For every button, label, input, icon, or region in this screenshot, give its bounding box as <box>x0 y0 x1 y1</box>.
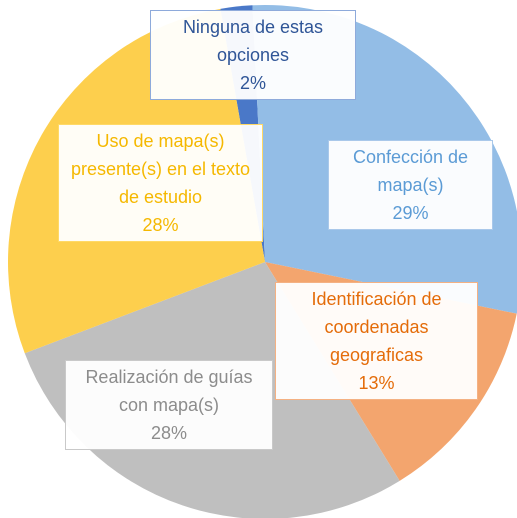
category-label: Realización de guías con mapa(s) <box>85 367 253 415</box>
value-label: 29% <box>392 203 429 223</box>
category-label: Identificación de coordenadas geografica… <box>311 289 442 365</box>
data-label: Uso de mapa(s) presente(s) en el texto d… <box>58 124 263 242</box>
category-label: Confección de mapa(s) <box>352 147 469 195</box>
value-label: 2% <box>239 73 266 93</box>
category-label: Ninguna de estas opciones <box>182 17 324 65</box>
data-label: Confección de mapa(s) 29% <box>328 140 493 230</box>
category-label: Uso de mapa(s) presente(s) en el texto d… <box>70 131 251 207</box>
value-label: 13% <box>358 373 395 393</box>
value-label: 28% <box>150 423 188 443</box>
data-label: Ninguna de estas opciones 2% <box>150 10 356 100</box>
data-label: Identificación de coordenadas geografica… <box>275 282 478 400</box>
value-label: 28% <box>142 215 179 235</box>
data-label: Realización de guías con mapa(s) 28% <box>65 360 273 450</box>
